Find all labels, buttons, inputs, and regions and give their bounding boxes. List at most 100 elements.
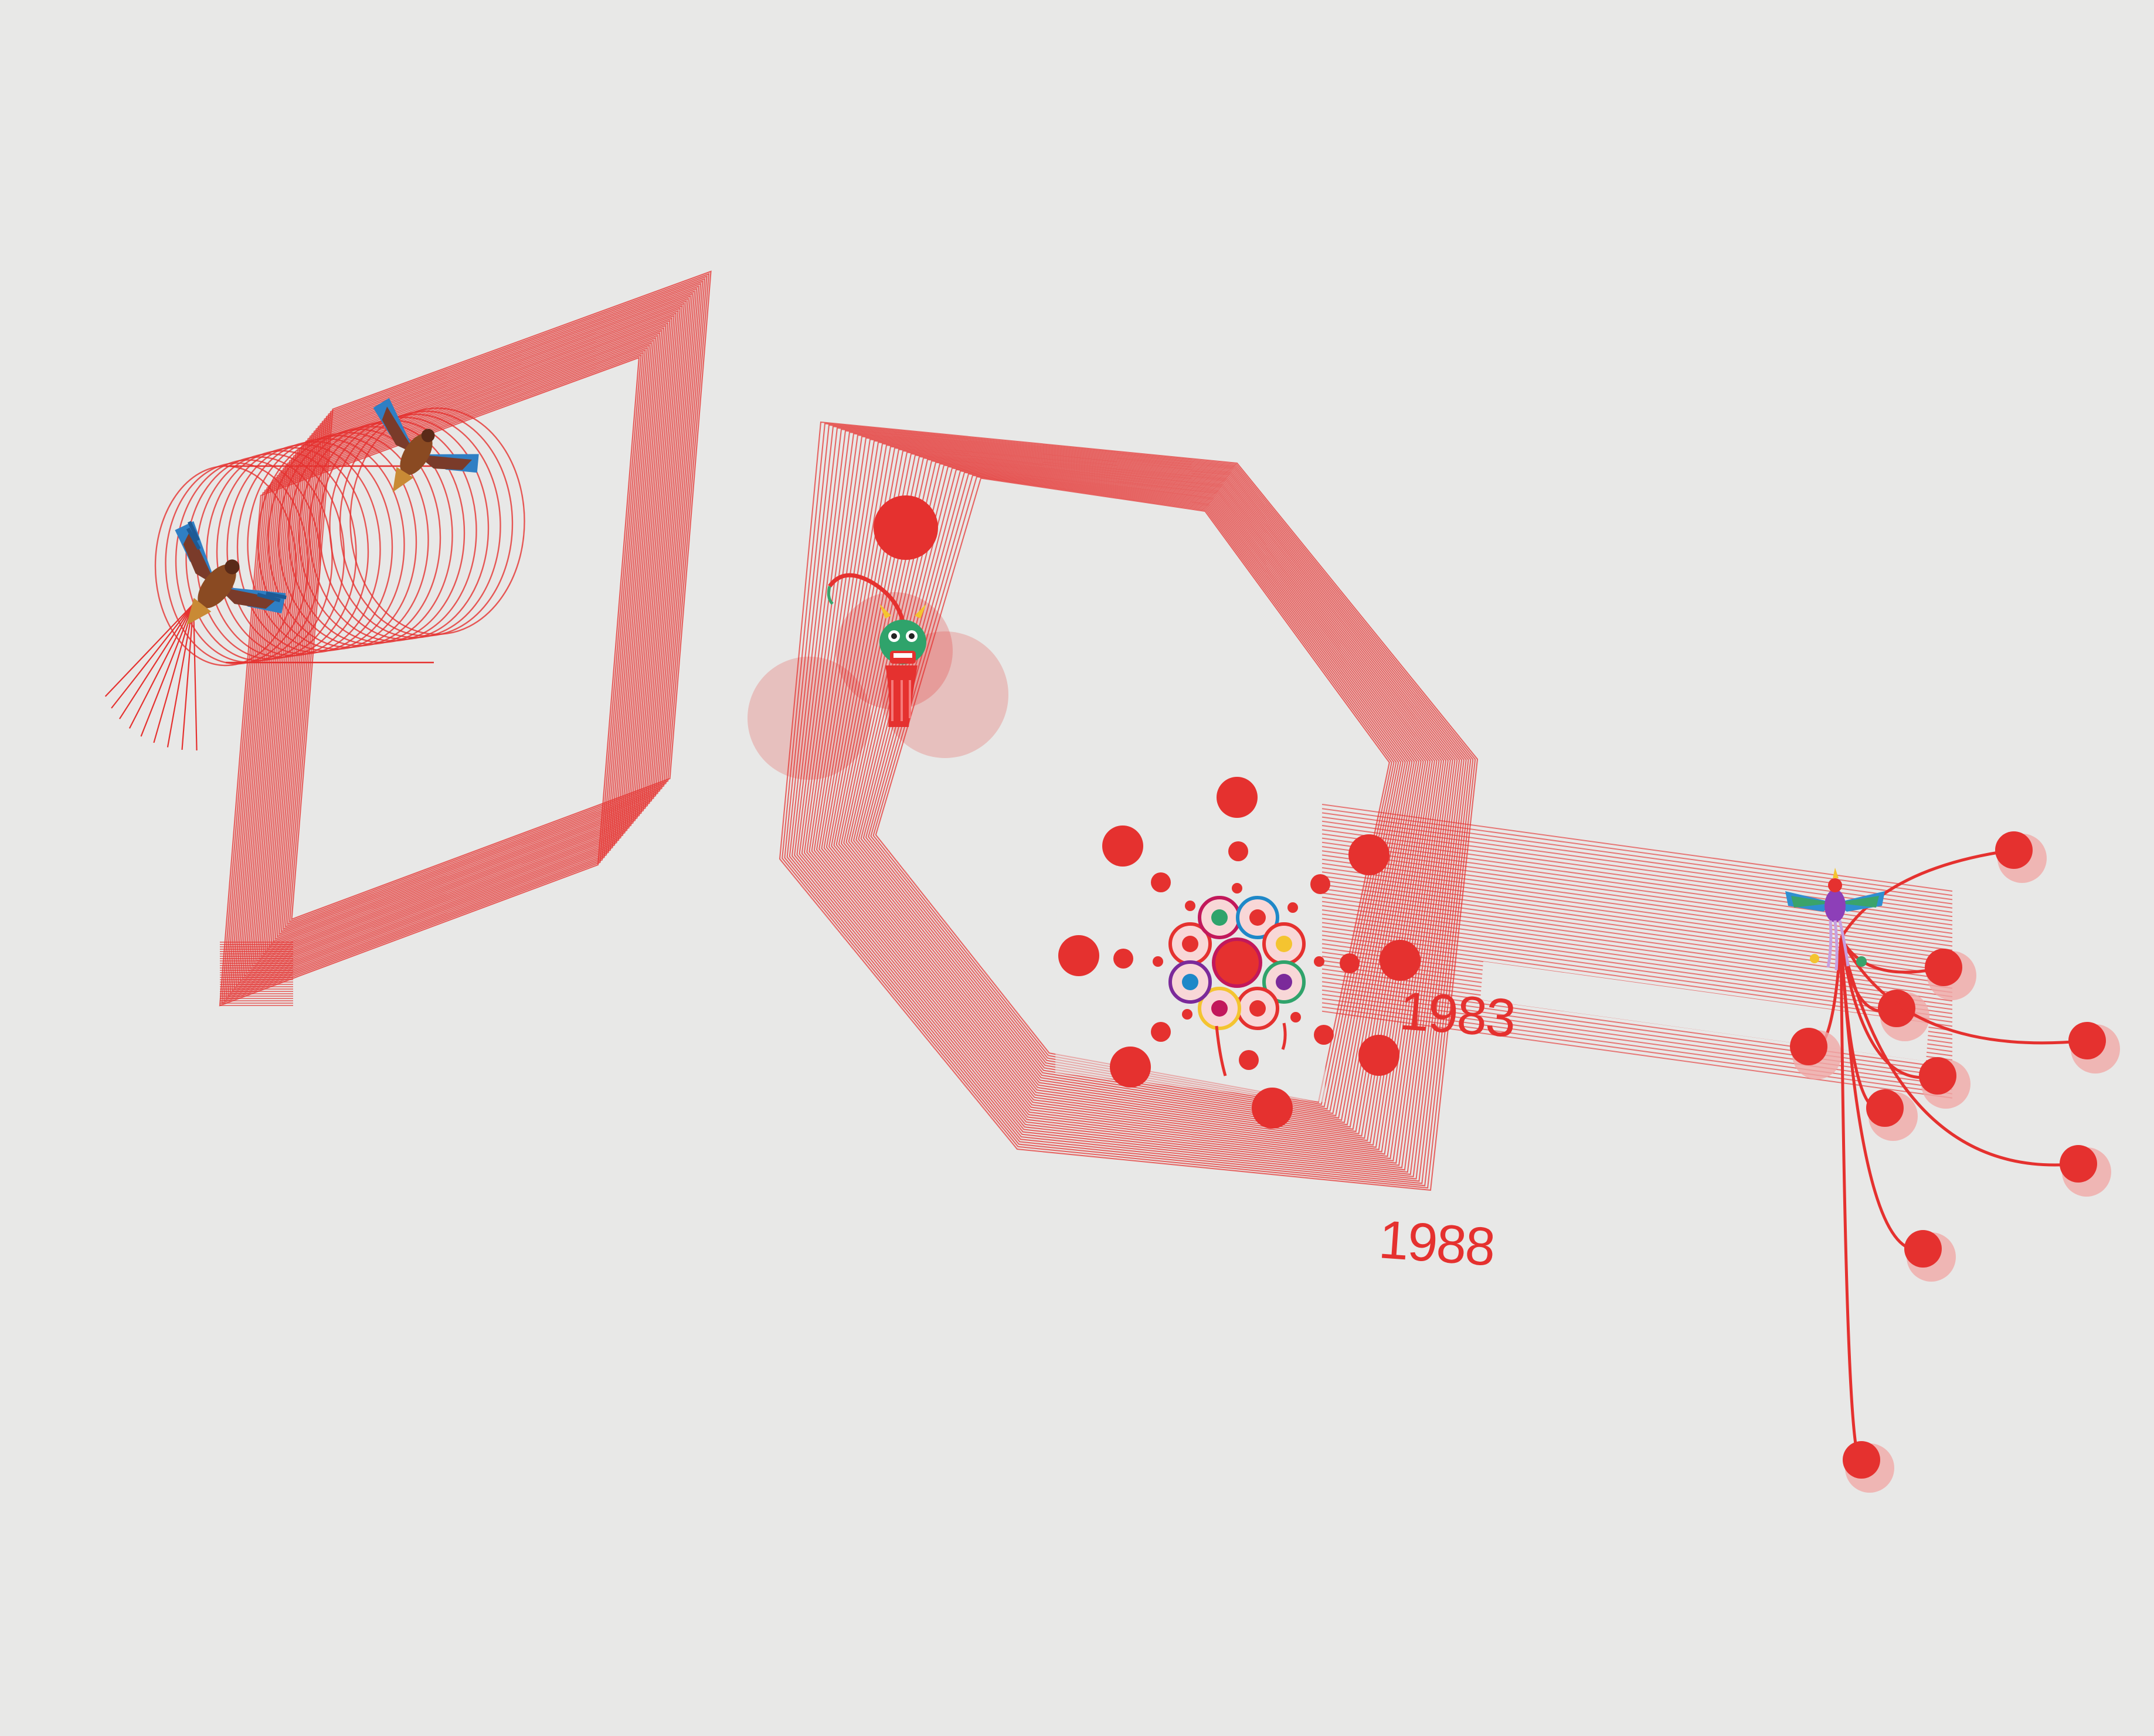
medallion-center [1211, 1000, 1228, 1017]
band-line [1321, 981, 1953, 1069]
panel-line [258, 310, 679, 960]
burst-dot-medium [1340, 953, 1360, 973]
frame-line [875, 477, 1390, 1103]
burst-dot-medium [1310, 874, 1330, 894]
eagle-kite-icon [373, 398, 479, 492]
branch-line [1839, 937, 2088, 1045]
ring [339, 410, 514, 637]
medallion-center [1276, 936, 1292, 952]
band-line [1321, 812, 1953, 901]
frame-line [835, 454, 1426, 1139]
burst-dot-small [1182, 1009, 1192, 1020]
band-line [1321, 998, 1953, 1086]
panel-line [284, 277, 706, 928]
flower-medallion-kite-icon [1168, 896, 1306, 1076]
branch-dot [1878, 990, 1915, 1027]
frame-line [779, 421, 1479, 1191]
medallion-center [1182, 936, 1198, 952]
phoenix-branch-lines [1790, 831, 2120, 1493]
burst-dot-medium [1228, 841, 1248, 861]
frame-line [811, 440, 1449, 1162]
ring [329, 413, 501, 638]
branch-dot [1995, 831, 2033, 869]
frame-line [808, 439, 1451, 1164]
panel-line [243, 327, 665, 977]
burst-dot-large [1252, 1088, 1293, 1129]
band-line [1321, 909, 1953, 997]
ring [349, 407, 525, 636]
ring [165, 462, 309, 665]
medallion-center [1249, 1000, 1266, 1017]
frame-line [825, 449, 1435, 1149]
frame-line [789, 427, 1469, 1182]
branch-dot [2060, 1145, 2097, 1183]
band-line [1321, 918, 1953, 1006]
dot-solid-top [874, 495, 938, 560]
burst-dot-large [1358, 1035, 1399, 1076]
year-label-1983: 1983 [1398, 981, 1517, 1048]
frame-line [782, 423, 1476, 1189]
panel-line [219, 356, 640, 1007]
burst-dot-large [1348, 834, 1389, 875]
band-line [1321, 862, 1953, 951]
frame-line [821, 446, 1440, 1153]
frame-line [860, 468, 1404, 1117]
dragon-kite-icon [827, 573, 926, 727]
eagle-kite-icon [175, 521, 287, 626]
branch-dot [2068, 1022, 2106, 1059]
band-line [1321, 816, 1953, 905]
medallion-center [1249, 909, 1266, 926]
panel-line [280, 283, 702, 933]
medallion-center [1211, 909, 1228, 926]
band-line [1321, 922, 1953, 1010]
band-line [1321, 804, 1953, 892]
bubble-large-left [748, 657, 871, 780]
burst-dot-small [1287, 902, 1298, 913]
frame-line [813, 441, 1447, 1160]
burst-dot-medium [1151, 1022, 1171, 1042]
burst-dot-medium [1239, 1050, 1259, 1070]
frame-line [858, 467, 1406, 1119]
frame-line [791, 429, 1467, 1180]
frame-line [870, 474, 1395, 1107]
fan-lines [104, 603, 198, 750]
band-line [1321, 989, 1953, 1078]
frame-line [799, 433, 1460, 1173]
frame-line [852, 464, 1411, 1123]
panel-line [270, 295, 691, 945]
panel-line [278, 285, 699, 935]
fan-line [140, 603, 195, 737]
fan-line [181, 603, 195, 750]
branch-dot [1919, 1057, 1956, 1095]
band-line [1321, 1006, 1953, 1095]
panel-line [246, 324, 667, 975]
frame-line [833, 453, 1429, 1142]
burst-dot-large [1058, 935, 1099, 976]
frame-line [818, 444, 1442, 1155]
burst-dot-small [1290, 1012, 1301, 1022]
burst-dot-medium [1113, 949, 1133, 969]
burst-dot-medium [1151, 872, 1171, 892]
frame-line [831, 451, 1431, 1144]
burst-dot-small [1232, 883, 1242, 894]
panel-line [252, 317, 673, 967]
band-line [1321, 820, 1953, 909]
burst-dot-small [1153, 956, 1163, 967]
band-line [1321, 926, 1953, 1014]
frame-line [868, 473, 1397, 1110]
band-line [1321, 867, 1953, 955]
panel-line [239, 332, 661, 982]
panel-line [264, 302, 685, 953]
frame-line [855, 466, 1408, 1121]
year-label-1988: 1988 [1377, 1210, 1496, 1277]
band-line [1321, 858, 1953, 947]
fan-line [118, 603, 194, 719]
burst-dot-medium [1314, 1025, 1334, 1045]
panel-line [274, 290, 695, 940]
fan-line [111, 603, 194, 709]
panel-line [242, 329, 662, 980]
burst-dot-large [1110, 1047, 1151, 1088]
branch-line [1839, 848, 2014, 939]
frame-line [850, 463, 1413, 1126]
